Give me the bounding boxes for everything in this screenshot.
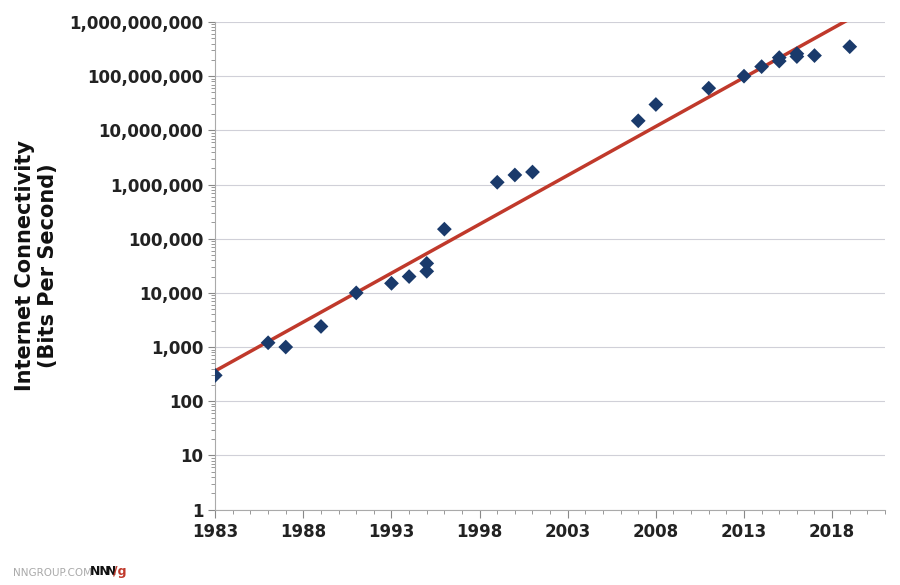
Point [772,53,787,63]
Point [384,278,399,288]
Point [208,371,222,380]
Point [754,62,769,71]
Point [402,272,417,281]
Point [508,170,522,180]
Text: NNGROUP.COM: NNGROUP.COM [14,568,93,578]
Point [349,288,364,298]
Point [437,225,452,234]
Point [419,259,434,268]
Text: NN: NN [90,565,111,578]
Point [789,52,804,61]
Point [419,267,434,276]
Point [631,116,645,126]
Point [789,49,804,58]
Point [842,42,857,51]
Point [526,167,540,177]
Text: N: N [106,565,117,578]
Point [807,51,822,60]
Point [278,342,293,352]
Point [737,71,751,81]
Point [701,84,716,93]
Point [314,322,328,331]
Point [772,56,787,66]
Point [261,338,275,347]
Text: /g: /g [113,565,127,578]
Point [649,100,663,109]
Y-axis label: Internet Connectivity
(Bits Per Second): Internet Connectivity (Bits Per Second) [15,140,58,391]
Point [490,178,504,187]
